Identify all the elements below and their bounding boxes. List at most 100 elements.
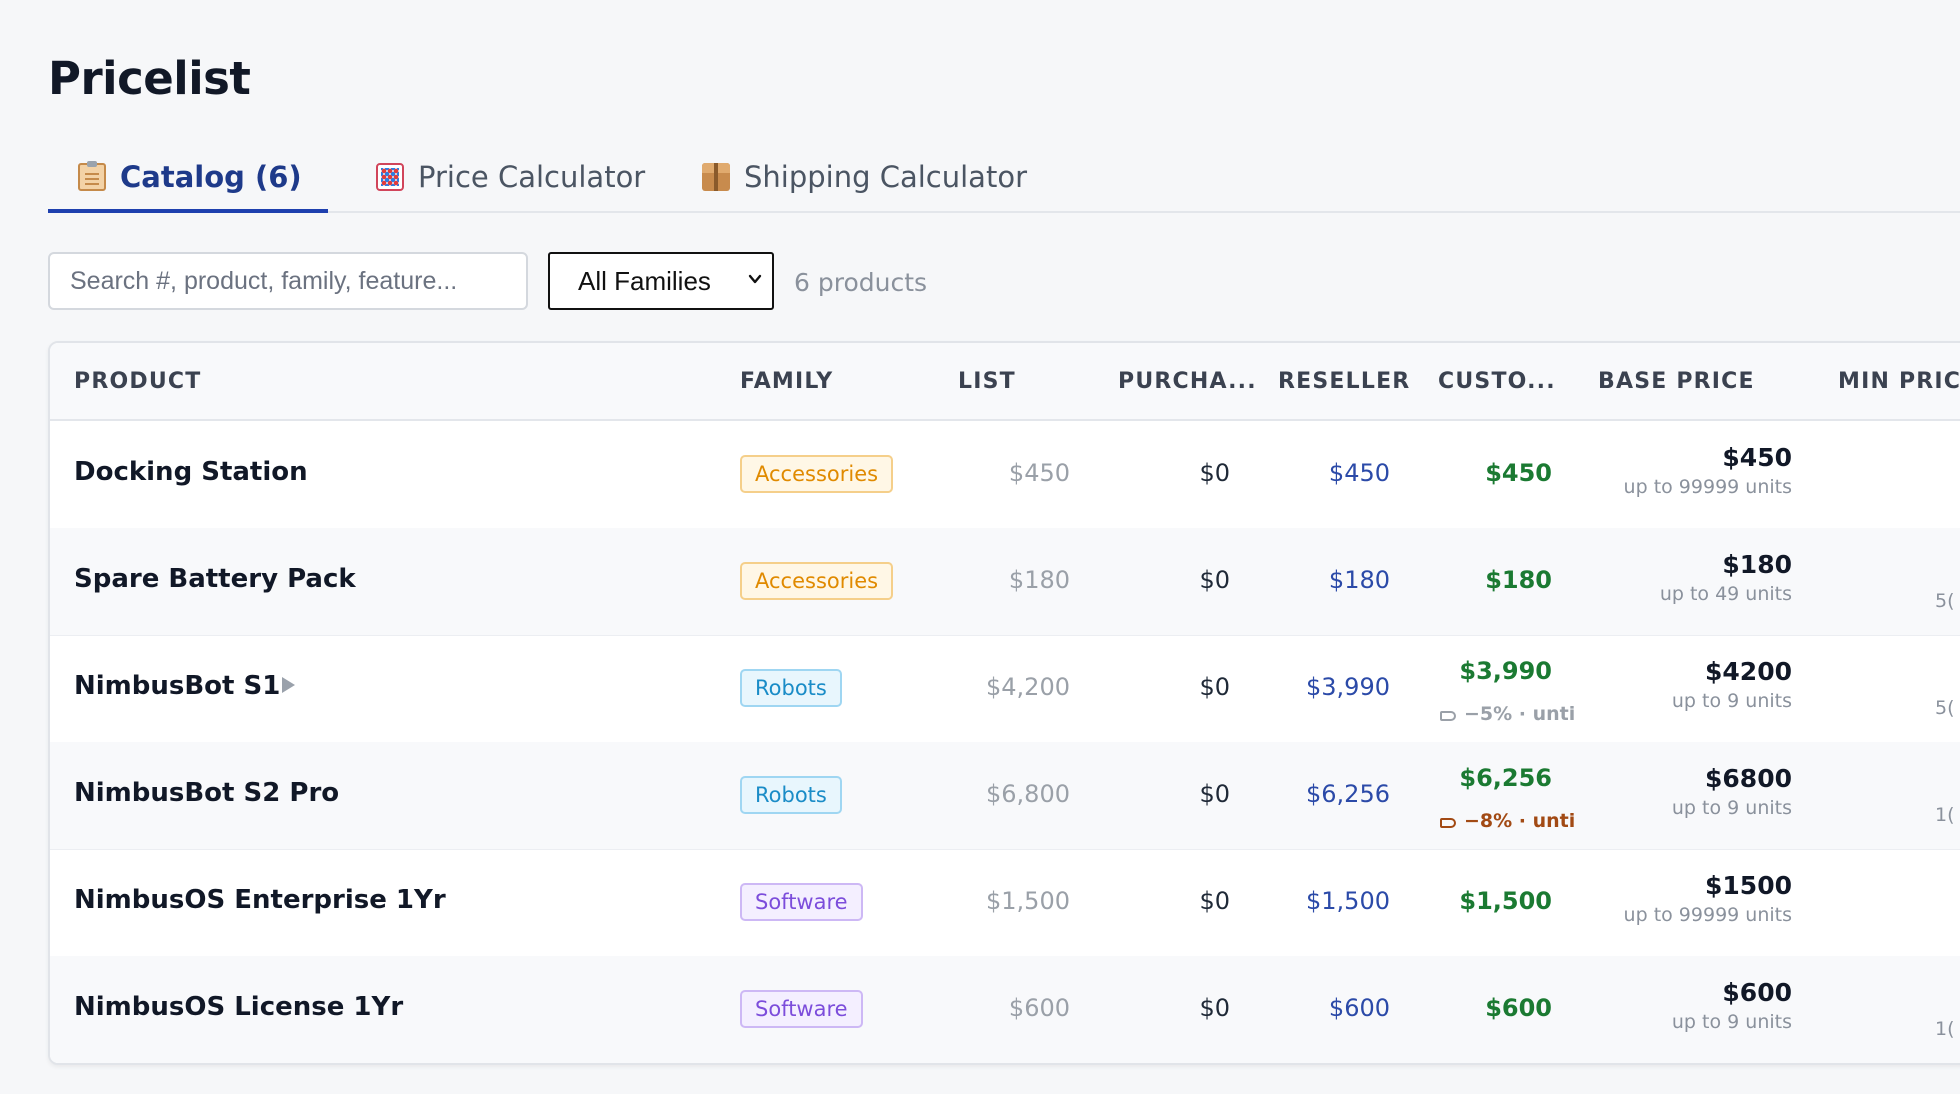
base-price-value: $1500 xyxy=(1705,871,1792,900)
min-price-partial: 1( xyxy=(1935,1018,1955,1040)
base-price: $4200 up to 9 units xyxy=(1672,657,1792,712)
family-filter-select[interactable]: All Families xyxy=(548,252,774,310)
family-badge: Software xyxy=(740,883,863,921)
min-price-partial: 5( xyxy=(1935,697,1955,719)
reseller-price: $600 xyxy=(1328,994,1390,1022)
base-price: $1500 up to 99999 units xyxy=(1624,871,1792,926)
reseller-price: $450 xyxy=(1328,459,1390,487)
family-badge: Accessories xyxy=(740,455,894,493)
tab-shipping-calculator[interactable]: Shipping Calculator xyxy=(702,145,1027,209)
family-filter-value: All Families xyxy=(578,265,711,296)
base-price: $600 up to 9 units xyxy=(1672,978,1792,1033)
expand-triangle-icon[interactable] xyxy=(282,676,296,693)
base-price: $450 up to 99999 units xyxy=(1624,443,1792,498)
product-name: NimbusOS License 1Yr xyxy=(74,992,404,1022)
base-price: $6800 up to 9 units xyxy=(1672,764,1792,819)
header-base-price[interactable]: BASE PRICE xyxy=(1598,369,1755,394)
list-price: $4,200 xyxy=(986,673,1070,701)
customer-price: $450 xyxy=(1485,459,1552,487)
product-name: NimbusBot S1 xyxy=(74,671,296,701)
customer-price: $600 xyxy=(1485,994,1552,1022)
table-row[interactable]: NimbusBot S2 Pro Robots $6,800 $0 $6,256… xyxy=(50,742,1960,850)
header-purchase[interactable]: PURCHA... xyxy=(1118,369,1257,394)
tag-icon xyxy=(1440,818,1456,828)
reseller-price: $1,500 xyxy=(1306,887,1390,915)
base-price-units: up to 9 units xyxy=(1671,797,1792,819)
tab-shipping-calculator-label: Shipping Calculator xyxy=(744,160,1027,194)
base-price-units: up to 9 units xyxy=(1671,690,1792,712)
header-min-price[interactable]: MIN PRICE xyxy=(1838,369,1960,394)
discount-note: −8% · until xyxy=(1440,810,1576,832)
header-list[interactable]: LIST xyxy=(958,369,1016,394)
table-row[interactable]: NimbusOS License 1Yr Software $600 $0 $6… xyxy=(50,956,1960,1063)
family-badge: Software xyxy=(740,990,863,1028)
header-reseller[interactable]: RESELLER xyxy=(1278,369,1411,394)
page-title: Pricelist xyxy=(48,52,251,105)
discount-note: −5% · until xyxy=(1440,703,1576,725)
base-price-value: $600 xyxy=(1722,978,1792,1007)
base-price-value: $4200 xyxy=(1705,657,1792,686)
tab-price-calculator-label: Price Calculator xyxy=(418,160,646,194)
product-name-text: NimbusBot S1 xyxy=(74,671,281,701)
list-price: $1,500 xyxy=(986,887,1070,915)
list-price: $180 xyxy=(1008,566,1070,594)
customer-price: $3,990 xyxy=(1459,657,1552,685)
customer-price: $180 xyxy=(1485,566,1552,594)
list-price: $600 xyxy=(1008,994,1070,1022)
customer-price: $1,500 xyxy=(1459,887,1552,915)
abacus-icon xyxy=(376,163,404,191)
tab-catalog[interactable]: Catalog (6) xyxy=(78,145,302,209)
chevron-down-icon xyxy=(748,274,762,284)
list-price: $450 xyxy=(1008,459,1070,487)
base-price-units: up to 49 units xyxy=(1659,583,1792,605)
products-table: PRODUCT FAMILY LIST PURCHA... RESELLER C… xyxy=(48,341,1960,1065)
base-price-value: $450 xyxy=(1722,443,1792,472)
tag-icon xyxy=(1440,711,1456,721)
table-row[interactable]: NimbusOS Enterprise 1Yr Software $1,500 … xyxy=(50,849,1960,957)
base-price-units: up to 99999 units xyxy=(1623,904,1792,926)
reseller-price: $6,256 xyxy=(1306,780,1390,808)
header-customer[interactable]: CUSTO... xyxy=(1438,369,1556,394)
reseller-price: $3,990 xyxy=(1306,673,1390,701)
purchase-price: $0 xyxy=(1199,459,1230,487)
list-price: $6,800 xyxy=(986,780,1070,808)
min-price-partial: 5( xyxy=(1935,590,1955,612)
tab-bar: Catalog (6) Price Calculator Shipping Ca… xyxy=(48,145,1960,213)
family-badge: Robots xyxy=(740,776,842,814)
package-icon xyxy=(702,163,730,191)
discount-text: −5% · until xyxy=(1464,703,1576,725)
min-price-partial: 1( xyxy=(1935,804,1955,826)
purchase-price: $0 xyxy=(1199,566,1230,594)
product-name: Docking Station xyxy=(74,457,308,487)
family-badge: Accessories xyxy=(740,562,894,600)
table-header: PRODUCT FAMILY LIST PURCHA... RESELLER C… xyxy=(50,343,1960,421)
base-price-units: up to 9 units xyxy=(1671,1011,1792,1033)
family-badge: Robots xyxy=(740,669,842,707)
table-row[interactable]: Docking Station Accessories $450 $0 $450… xyxy=(50,421,1960,529)
discount-text: −8% · until xyxy=(1464,810,1576,832)
base-price-value: $6800 xyxy=(1705,764,1792,793)
purchase-price: $0 xyxy=(1199,994,1230,1022)
base-price-units: up to 99999 units xyxy=(1623,476,1792,498)
product-name: Spare Battery Pack xyxy=(74,564,356,594)
header-product[interactable]: PRODUCT xyxy=(74,369,202,394)
table-row[interactable]: Spare Battery Pack Accessories $180 $0 $… xyxy=(50,528,1960,636)
base-price-value: $180 xyxy=(1722,550,1792,579)
customer-price: $6,256 xyxy=(1459,764,1552,792)
tab-catalog-label: Catalog (6) xyxy=(120,160,302,194)
search-input[interactable] xyxy=(48,252,528,310)
reseller-price: $180 xyxy=(1328,566,1390,594)
product-name: NimbusBot S2 Pro xyxy=(74,778,340,808)
tab-price-calculator[interactable]: Price Calculator xyxy=(376,145,645,209)
purchase-price: $0 xyxy=(1199,673,1230,701)
active-tab-underline xyxy=(48,209,328,213)
table-row[interactable]: NimbusBot S1 Robots $4,200 $0 $3,990 $3,… xyxy=(50,635,1960,743)
purchase-price: $0 xyxy=(1199,887,1230,915)
product-name: NimbusOS Enterprise 1Yr xyxy=(74,885,446,915)
header-family[interactable]: FAMILY xyxy=(740,369,834,394)
purchase-price: $0 xyxy=(1199,780,1230,808)
base-price: $180 up to 49 units xyxy=(1660,550,1792,605)
product-count: 6 products xyxy=(794,268,928,297)
clipboard-icon xyxy=(78,161,106,191)
